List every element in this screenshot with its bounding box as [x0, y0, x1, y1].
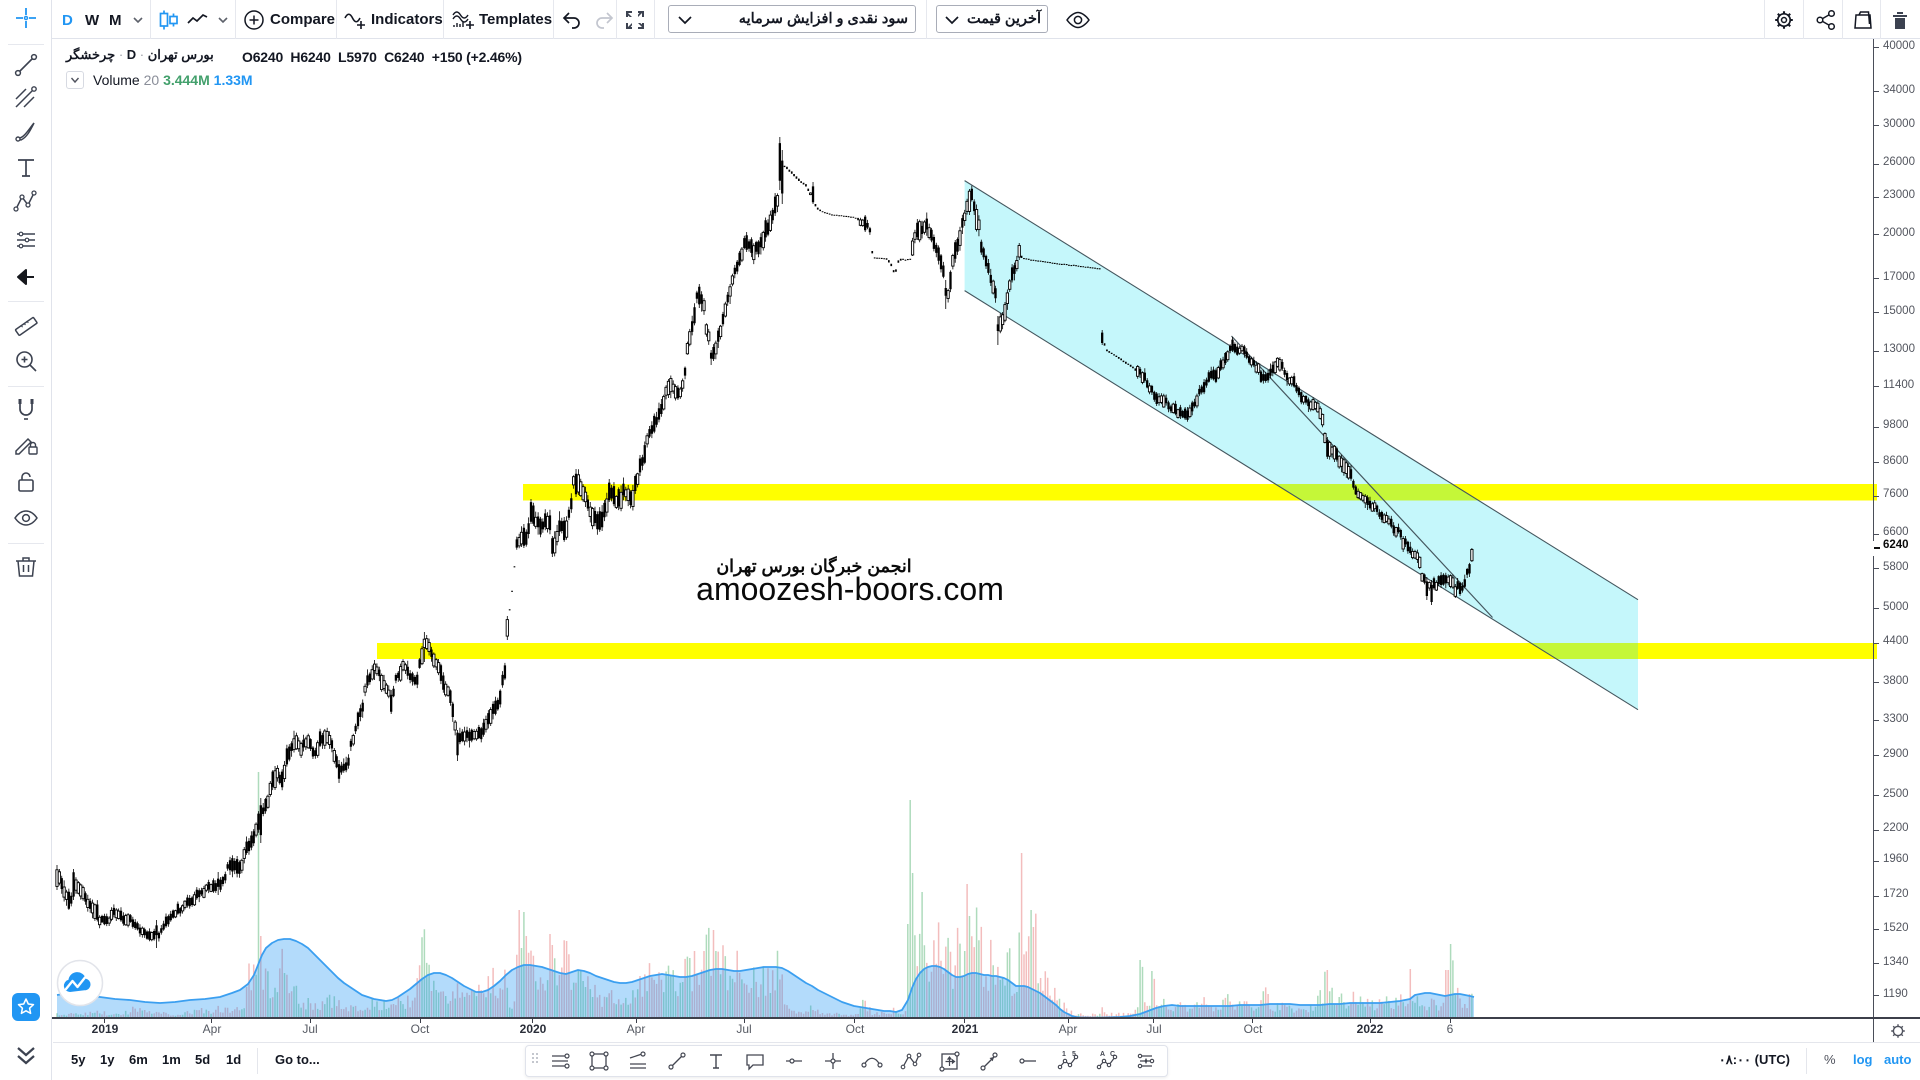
- svg-text:C: C: [1110, 1051, 1115, 1058]
- svg-text:انجمن خبرگان بورس تهران: انجمن خبرگان بورس تهران: [716, 555, 911, 577]
- svg-text:5: 5: [1072, 1051, 1076, 1058]
- svg-text:A: A: [1100, 1051, 1105, 1058]
- svg-text:amoozesh-boors.com: amoozesh-boors.com: [696, 571, 1004, 607]
- svg-text:1: 1: [1062, 1051, 1066, 1058]
